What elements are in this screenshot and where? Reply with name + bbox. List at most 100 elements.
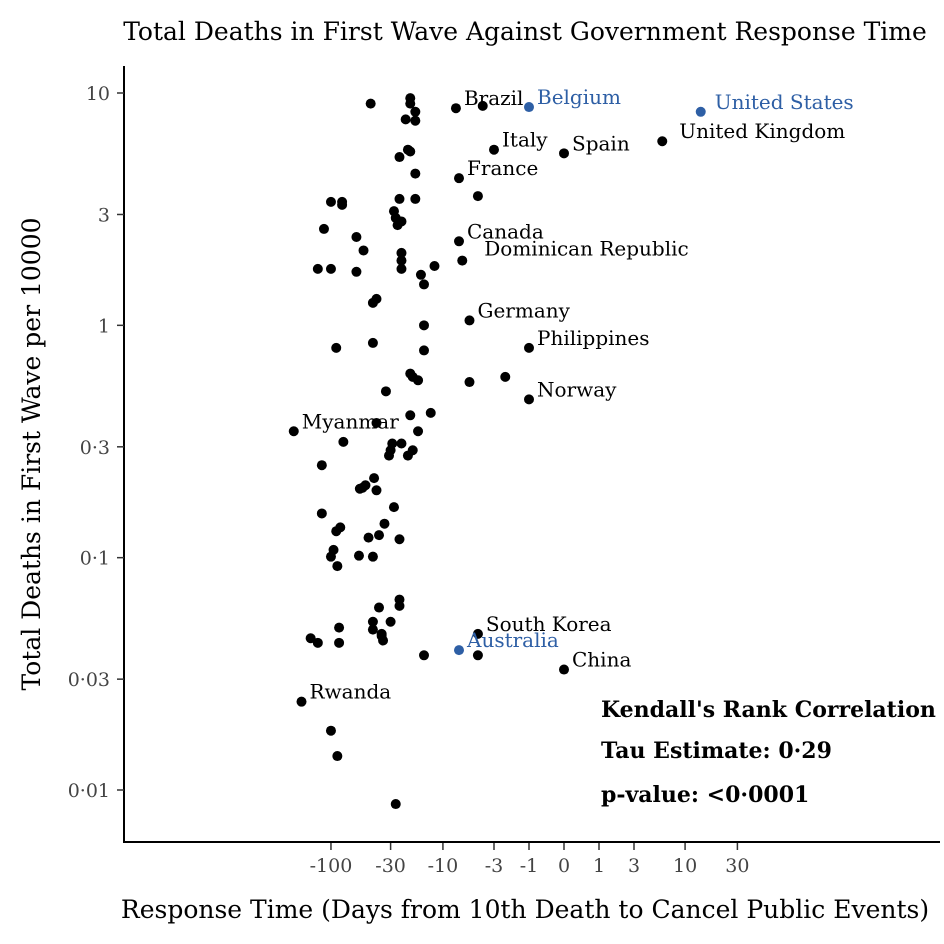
x-tick-label: 0 [558, 855, 570, 877]
data-point [367, 297, 378, 308]
y-tick-label: 10 [86, 83, 110, 105]
point-united-states [695, 106, 706, 117]
y-axis-title: Total Deaths in First Wave per 10000 [17, 217, 46, 690]
y-axis-ticks: 0·01 0·03 0·1 0·3 1 3 10 [68, 83, 124, 802]
point-label: South Korea [486, 612, 612, 636]
data-point [419, 650, 429, 661]
point-south-korea [472, 628, 483, 639]
data-point [464, 377, 475, 388]
point-italy [489, 144, 499, 155]
data-point [392, 220, 403, 231]
data-point [500, 371, 511, 382]
data-point [331, 526, 342, 537]
data-point [358, 245, 369, 256]
stats-line-3: p-value: <0·0001 [601, 782, 809, 808]
data-point [402, 450, 413, 461]
x-tick-label: -1 [520, 855, 539, 877]
x-tick-label: -3 [485, 855, 504, 877]
stats-annotation: Kendall's Rank Correlation Tau Estimate:… [601, 697, 936, 808]
point-label: United Kingdom [679, 119, 845, 143]
data-point [351, 266, 362, 277]
point-myanmar [288, 426, 299, 437]
data-point [325, 263, 336, 274]
point-canada [454, 236, 464, 247]
data-point [380, 386, 391, 397]
point-spain [559, 148, 569, 159]
data-point [419, 279, 429, 290]
data-point [413, 426, 424, 437]
data-point [378, 635, 389, 646]
point-labels: Brazil Belgium United States United Kingdom… [302, 85, 854, 704]
data-point [351, 231, 362, 242]
data-point [369, 473, 380, 484]
chart-title: Total Deaths in First Wave Against Gover… [123, 17, 927, 46]
point-label: Norway [537, 377, 617, 401]
data-point [394, 600, 405, 611]
data-point [410, 168, 421, 179]
x-tick-label: -100 [310, 855, 353, 877]
data-point [367, 624, 378, 635]
data-point [363, 532, 374, 543]
data-point [374, 602, 385, 613]
data-point [353, 550, 364, 561]
x-axis-ticks: -100 -30 -10 -3 -1 0 1 3 10 30 [310, 843, 749, 877]
point-dominican-republic [457, 255, 468, 266]
data-point [354, 483, 365, 494]
point-belgium [524, 102, 534, 113]
data-point [312, 263, 323, 274]
x-tick-label: -30 [375, 855, 406, 877]
point-rwanda [296, 696, 307, 707]
data-point [316, 508, 327, 519]
point-label: Brazil [464, 86, 524, 110]
point-united-kingdom [657, 136, 668, 147]
data-point [325, 551, 336, 562]
data-point [332, 751, 343, 762]
point-label: France [467, 156, 538, 180]
point-label: Australia [466, 628, 559, 652]
point-brazil [450, 103, 461, 114]
data-point [388, 502, 399, 513]
data-point [384, 450, 394, 461]
data-point [334, 622, 345, 633]
y-tick-label: 1 [98, 315, 110, 337]
data-point [371, 417, 382, 428]
y-tick-label: 0·01 [68, 780, 110, 802]
data-point [316, 460, 327, 471]
data-point [472, 650, 483, 661]
y-tick-label: 0·1 [80, 548, 110, 570]
data-point [325, 725, 336, 736]
data-point [415, 269, 426, 280]
point-china [559, 664, 569, 675]
point-france [454, 173, 464, 184]
data-point [374, 530, 385, 541]
data-point [367, 616, 378, 627]
data-point [367, 337, 378, 348]
point-label: Belgium [537, 85, 621, 109]
point-label: Canada [467, 219, 544, 243]
data-point [396, 263, 407, 274]
data-point [419, 345, 429, 356]
data-point [472, 191, 483, 202]
point-australia [454, 645, 464, 656]
data-point [312, 637, 323, 648]
x-tick-label: 30 [725, 855, 749, 877]
data-point [394, 152, 405, 163]
data-point [325, 196, 336, 207]
data-point [305, 633, 316, 644]
x-axis-title: Response Time (Days from 10th Death to C… [121, 895, 929, 924]
stats-line-2: Tau Estimate: 0·29 [601, 738, 832, 764]
data-point [405, 98, 416, 109]
point-label: Philippines [537, 326, 650, 350]
data-point [396, 255, 407, 266]
data-point [379, 518, 390, 529]
data-point [400, 114, 411, 125]
data-point [331, 342, 342, 353]
point-label: Dominican Republic [484, 237, 688, 261]
stats-line-1: Kendall's Rank Correlation [601, 697, 936, 723]
x-tick-label: 1 [593, 855, 605, 877]
data-point [410, 106, 421, 117]
data-point [334, 637, 345, 648]
x-tick-label: 10 [673, 855, 697, 877]
